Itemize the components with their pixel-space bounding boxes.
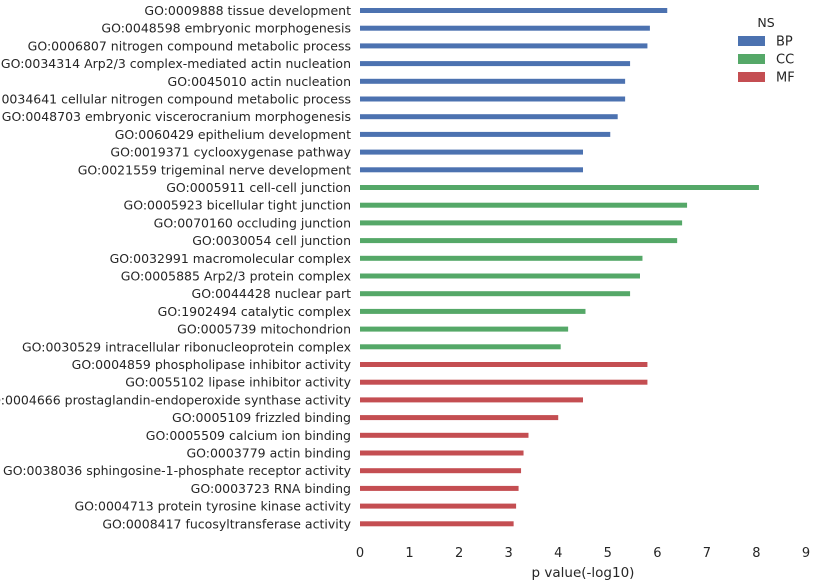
category-label: GO:0005911 cell-cell junction — [166, 180, 351, 195]
bar-cc — [360, 202, 688, 208]
bar-mf — [360, 415, 559, 421]
bar-mf — [360, 379, 648, 385]
category-label: GO:0055102 lipase inhibitor activity — [125, 375, 351, 390]
bar-bp — [360, 61, 631, 67]
category-label: GO:0034641 cellular nitrogen compound me… — [0, 92, 351, 107]
category-label: GO:0038036 sphingosine-1-phosphate recep… — [3, 463, 352, 478]
x-tick-label: 9 — [802, 546, 810, 561]
category-label: GO:0032991 macromolecular complex — [110, 251, 351, 266]
x-tick-label: 7 — [703, 546, 711, 561]
bar-cc — [360, 308, 586, 314]
bar-mf — [360, 503, 517, 509]
category-label: GO:0004713 protein tyrosine kinase activ… — [75, 499, 352, 514]
legend-title: NS — [757, 15, 774, 30]
legend-label-bp: BP — [776, 35, 793, 50]
x-tick-label: 8 — [752, 546, 760, 561]
bar-bp — [360, 78, 626, 84]
x-tick-label: 2 — [455, 546, 463, 561]
bar-mf — [360, 468, 522, 474]
category-label: GO:0030529 intracellular ribonucleoprote… — [22, 339, 351, 354]
category-label: GO:0021559 trigeminal nerve development — [78, 162, 351, 177]
bar-cc — [360, 344, 561, 350]
category-label: GO:0048598 embryonic morphogenesis — [101, 21, 351, 36]
bar-cc — [360, 220, 683, 226]
category-label: GO:0006807 nitrogen compound metabolic p… — [28, 38, 351, 53]
bar-mf — [360, 362, 648, 367]
category-labels: GO:0009888 tissue development GO:0048598 … — [0, 3, 352, 531]
category-label: GO:1902494 catalytic complex — [158, 304, 351, 319]
bar-bp — [360, 25, 650, 31]
category-label: GO:0009888 tissue development — [144, 3, 351, 18]
bar-mf — [360, 397, 583, 403]
bar-mf — [360, 485, 519, 491]
bar-cc — [360, 255, 643, 261]
category-label: GO:0005923 bicellular tight junction — [124, 198, 351, 213]
legend-swatch-mf — [738, 72, 765, 82]
bar-bp — [360, 149, 583, 155]
bar-cc — [360, 185, 759, 190]
bar-bp — [360, 8, 668, 13]
legend-label-mf: MF — [776, 71, 795, 86]
category-label: GO:0005509 calcium ion binding — [146, 428, 351, 443]
category-label: GO:0030054 cell junction — [192, 233, 351, 248]
x-axis-label: p value(-log10) — [532, 565, 635, 581]
category-label: GO:0003723 RNA binding — [191, 481, 351, 496]
category-label: GO:0060429 epithelium development — [115, 127, 351, 142]
x-tick-label: 6 — [653, 546, 661, 561]
bar-cc — [360, 273, 640, 279]
bar-bp — [360, 43, 648, 49]
legend-swatch-cc — [738, 54, 765, 64]
category-label: GO:0004666 prostaglandin-endoperoxide sy… — [0, 392, 352, 407]
bar-bp — [360, 96, 626, 102]
category-label: GO:0008417 fucosyltransferase activity — [102, 516, 351, 531]
category-label: GO:0004859 phospholipase inhibitor activ… — [72, 357, 352, 372]
category-label: GO:0005885 Arp2/3 protein complex — [121, 269, 351, 284]
category-label: GO:0044428 nuclear part — [192, 286, 352, 301]
x-tick-label: 1 — [405, 546, 413, 561]
bar-cc — [360, 326, 569, 332]
category-label: GO:0045010 actin nucleation — [168, 74, 351, 89]
bar-bp — [360, 167, 583, 173]
bar-mf — [360, 432, 529, 438]
category-label: GO:0005739 mitochondrion — [177, 322, 351, 337]
bar-cc — [360, 291, 631, 297]
bar-mf — [360, 521, 514, 527]
category-label: GO:0034314 Arp2/3 complex-mediated actin… — [1, 56, 351, 71]
category-label: GO:0019371 cyclooxygenase pathway — [110, 145, 351, 160]
bar-bp — [360, 131, 611, 137]
category-label: GO:0070160 occluding junction — [154, 215, 351, 230]
category-label: GO:0003779 actin binding — [186, 446, 351, 461]
bar-cc — [360, 238, 678, 244]
x-tick-label: 4 — [554, 546, 562, 561]
bar-bp — [360, 114, 618, 120]
legend: NS BP CC MF — [738, 15, 795, 86]
category-label: GO:0048703 embryonic viscerocranium morp… — [2, 109, 351, 124]
x-tick-label: 3 — [505, 546, 513, 561]
x-axis-ticks: 0 1 2 3 4 5 6 7 8 9 — [356, 546, 810, 561]
bars-group — [360, 8, 759, 527]
legend-label-cc: CC — [776, 53, 794, 68]
legend-swatch-bp — [738, 36, 765, 46]
bar-mf — [360, 450, 524, 456]
x-tick-label: 5 — [604, 546, 612, 561]
x-tick-label: 0 — [356, 546, 364, 561]
category-label: GO:0005109 frizzled binding — [172, 410, 351, 425]
